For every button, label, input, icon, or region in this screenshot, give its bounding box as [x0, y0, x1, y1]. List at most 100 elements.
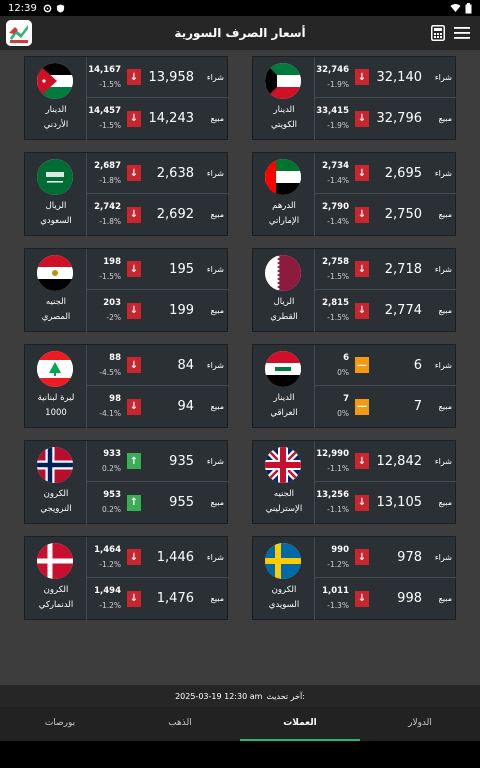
buy-previous-value: 12,990 — [316, 448, 349, 459]
currency-card-egp[interactable]: الجنيه المصري 198 -1.5% ↓ 195 شراء 203 -… — [24, 248, 228, 332]
buy-change: 88 -4.5% — [87, 353, 123, 378]
currency-identity: الجنيه الإسترليني — [253, 441, 315, 524]
tab-dollar[interactable]: الدولار — [408, 718, 432, 728]
buy-row: 198 -1.5% ↓ 195 شراء — [87, 249, 228, 290]
buy-change-percent: -4.5% — [99, 367, 121, 377]
sell-change-percent: -1.5% — [99, 121, 121, 130]
currency-identity: الكرون النرويجي — [25, 441, 87, 524]
buy-previous-value: 933 — [103, 448, 121, 459]
arrow-down-icon: ↓ — [127, 302, 141, 319]
sell-change: 2,742 -1.8% — [87, 202, 123, 227]
last-update-bar: 2025-03-19 12:30 am آخر تحديث: — [0, 685, 480, 707]
buy-label: شراء — [206, 72, 224, 82]
buy-row: 6 0% — 6 شراء — [315, 345, 456, 386]
sell-price: 14,243 — [148, 111, 195, 126]
sell-row: 2,742 -1.8% ↓ 2,692 مبيع — [87, 194, 228, 235]
currency-card-lbp[interactable]: ليرة لبنانية 1000 88 -4.5% ↓ 84 شراء 98 … — [24, 344, 228, 428]
buy-price: 6 — [413, 357, 422, 373]
tab-currencies[interactable]: العملات — [240, 707, 360, 741]
currency-identity: الدرهم الإماراتي — [253, 153, 315, 236]
sell-row: 98 -4.1% ↓ 94 مبيع — [87, 386, 228, 427]
app-logo-icon — [6, 20, 32, 46]
sell-row: 2,815 -1.5% ↓ 2,774 مبيع — [315, 290, 456, 331]
buy-label: شراء — [206, 552, 224, 562]
currency-name: الدينار الكويتي — [253, 103, 315, 133]
buy-price: 2,638 — [156, 165, 194, 181]
currency-identity: الكرون الدنماركي — [25, 537, 87, 620]
currency-name-line1: الريال — [45, 201, 67, 211]
sell-change-percent: -1.3% — [327, 601, 349, 610]
sell-label: مبيع — [438, 114, 452, 123]
arrow-down-icon: ↓ — [355, 261, 369, 277]
currency-name-line2: السعودي — [40, 216, 72, 226]
sell-price: 199 — [169, 303, 194, 318]
jordan-flag-icon — [37, 63, 73, 99]
arrow-down-icon: ↓ — [355, 110, 369, 127]
buy-change: 14,167 -1.5% — [87, 65, 123, 90]
last-update-value: 2025-03-19 12:30 am — [175, 691, 263, 701]
arrow-down-icon: ↓ — [355, 302, 369, 319]
status-bar: 12:39 — [0, 0, 480, 16]
sell-label: مبيع — [210, 114, 224, 123]
buy-previous-value: 1,464 — [94, 544, 121, 555]
buy-label: شراء — [206, 264, 224, 274]
buy-price: 2,695 — [384, 165, 422, 181]
buy-price: 13,958 — [148, 69, 195, 85]
uae-flag-icon — [265, 159, 301, 195]
sell-label: مبيع — [210, 306, 224, 315]
app-bar: أسعار الصرف السورية — [0, 16, 480, 50]
egypt-flag-icon — [37, 255, 73, 291]
currency-card-jod[interactable]: الدينار الأردني 14,167 -1.5% ↓ 13,958 شر… — [24, 56, 228, 140]
currency-card-qar[interactable]: الريال القطري 2,758 -1.5% ↓ 2,718 شراء 2… — [252, 248, 456, 332]
buy-row: 2,758 -1.5% ↓ 2,718 شراء — [315, 249, 456, 290]
buy-label: شراء — [206, 360, 224, 370]
sell-change: 2,790 -1.4% — [315, 202, 351, 227]
sell-label: مبيع — [438, 306, 452, 315]
sell-change-percent: -1.1% — [327, 505, 349, 514]
currency-card-aed[interactable]: الدرهم الإماراتي 2,734 -1.4% ↓ 2,695 شرا… — [252, 152, 456, 236]
currency-name-line1: الجنيه — [45, 297, 67, 307]
sell-price: 2,692 — [156, 207, 194, 222]
tab-gold[interactable]: الذهب — [168, 718, 192, 728]
sell-previous-value: 7 — [343, 394, 349, 404]
buy-label: شراء — [206, 456, 224, 466]
buy-change-percent: -1.2% — [99, 559, 121, 569]
last-update-label: آخر تحديث: — [266, 691, 305, 701]
sell-previous-value: 953 — [103, 490, 121, 500]
buy-price: 84 — [177, 357, 194, 373]
sell-label: مبيع — [438, 498, 452, 507]
currency-identity: ليرة لبنانية 1000 — [25, 345, 87, 428]
lebanon-flag-icon — [37, 351, 73, 387]
currency-card-iqd[interactable]: الدينار العراقي 6 0% — 6 شراء 7 0% — 7 م… — [252, 344, 456, 428]
currency-card-sek[interactable]: الكرون السويدي 990 -1.2% ↓ 978 شراء 1,01… — [252, 536, 456, 620]
sell-row: 7 0% — 7 مبيع — [315, 386, 456, 427]
sell-row: 14,457 -1.5% ↓ 14,243 مبيع — [87, 98, 228, 139]
tab-exchanges[interactable]: بورصات — [44, 718, 76, 728]
buy-previous-value: 14,167 — [88, 64, 121, 75]
menu-icon[interactable] — [454, 26, 470, 40]
currency-card-dkk[interactable]: الكرون الدنماركي 1,464 -1.2% ↓ 1,446 شرا… — [24, 536, 228, 620]
sell-change: 1,011 -1.3% — [315, 586, 351, 611]
currency-card-gbp[interactable]: الجنيه الإسترليني 12,990 -1.1% ↓ 12,842 … — [252, 440, 456, 524]
arrow-down-icon: ↓ — [127, 261, 141, 277]
buy-change: 2,687 -1.8% — [87, 161, 123, 186]
buy-price: 978 — [397, 549, 422, 565]
sell-label: مبيع — [210, 402, 224, 411]
currency-card-nok[interactable]: الكرون النرويجي 933 0.2% ↑ 935 شراء 953 … — [24, 440, 228, 524]
sell-row: 1,494 -1.2% ↓ 1,476 مبيع — [87, 578, 228, 619]
arrow-down-icon: ↓ — [127, 165, 141, 181]
sell-previous-value: 13,256 — [316, 490, 349, 500]
buy-label: شراء — [206, 168, 224, 178]
sell-price: 94 — [177, 399, 194, 414]
buy-previous-value: 2,687 — [94, 160, 121, 171]
sell-change: 33,415 -1.9% — [315, 106, 351, 131]
currency-card-sar[interactable]: الريال السعودي 2,687 -1.8% ↓ 2,638 شراء … — [24, 152, 228, 236]
buy-change: 198 -1.5% — [87, 257, 123, 282]
currency-name: الجنيه المصري — [25, 295, 87, 325]
currency-card-kwd[interactable]: الدينار الكويتي 32,746 -1.9% ↓ 32,140 شر… — [252, 56, 456, 140]
currency-name-line2: الأردني — [43, 120, 69, 130]
uk-flag-icon — [265, 447, 301, 483]
system-nav-bar — [0, 741, 480, 768]
currency-identity: الدينار العراقي — [253, 345, 315, 428]
calculator-icon[interactable] — [431, 25, 445, 41]
